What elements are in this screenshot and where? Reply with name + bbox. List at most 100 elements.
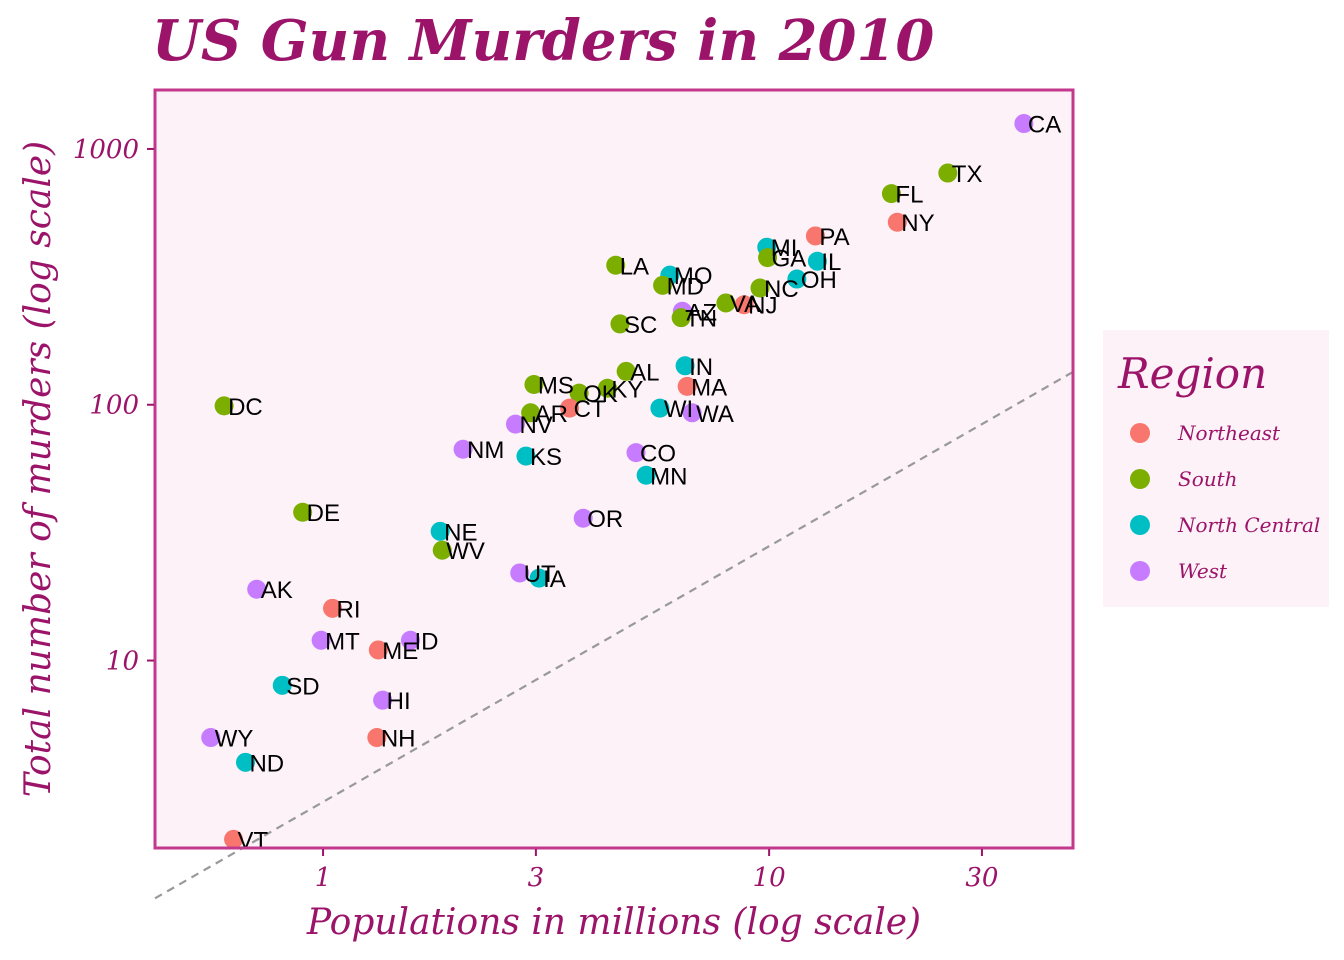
data-point	[650, 398, 670, 418]
x-tick-label: 1	[315, 863, 332, 893]
legend-key	[1130, 469, 1150, 489]
point-label: CO	[640, 441, 676, 468]
data-point	[400, 630, 420, 650]
data-point	[432, 540, 452, 560]
point-label: WI	[664, 396, 693, 423]
chart-title: US Gun Murders in 2010	[152, 8, 934, 74]
data-point	[636, 465, 656, 485]
point-label: RI	[337, 596, 361, 623]
data-point	[758, 248, 778, 268]
legend: Region Northeast South North Central West	[1103, 330, 1329, 607]
point-label: NM	[467, 437, 504, 464]
point-label: TN	[685, 306, 717, 333]
data-point	[235, 752, 255, 772]
point-label: IN	[689, 354, 713, 381]
data-point	[887, 212, 907, 232]
data-point	[881, 184, 901, 204]
data-point	[201, 728, 221, 748]
point-label: NV	[519, 412, 552, 439]
point-label: MN	[650, 463, 687, 490]
data-point	[597, 378, 617, 398]
data-point	[224, 829, 244, 849]
point-label: MS	[538, 372, 574, 399]
point-label: IL	[821, 249, 841, 276]
legend-key	[1130, 561, 1150, 581]
data-point	[521, 403, 541, 423]
data-point	[516, 446, 536, 466]
data-point	[807, 251, 827, 271]
x-axis-title: Populations in millions (log scale)	[306, 902, 921, 943]
y-tick-label: 1000	[73, 135, 139, 165]
point-label: MT	[325, 628, 360, 655]
data-point	[368, 640, 388, 660]
point-label: WY	[215, 726, 254, 753]
point-label: HI	[387, 688, 411, 715]
x-tick-label: 10	[753, 863, 786, 893]
point-label: NH	[381, 726, 416, 753]
point-label: MD	[667, 273, 704, 300]
data-point	[430, 521, 450, 541]
point-label: LA	[620, 253, 649, 280]
data-point	[311, 630, 331, 650]
plot-background	[155, 90, 1073, 848]
legend-title: Region	[1117, 349, 1267, 398]
point-label: ME	[382, 638, 418, 665]
point-label: GA	[772, 246, 807, 273]
point-label: MO	[674, 263, 713, 290]
y-axis: 10 100 1000	[73, 135, 154, 677]
data-point	[272, 675, 292, 695]
data-point	[626, 443, 646, 463]
point-label: NC	[764, 276, 799, 303]
data-point	[805, 226, 825, 246]
point-label: DC	[228, 394, 263, 421]
point-label: AR	[535, 401, 568, 428]
data-point	[938, 163, 958, 183]
data-point	[610, 314, 630, 334]
data-point	[1014, 114, 1034, 134]
legend-key	[1130, 515, 1150, 535]
point-label: FL	[895, 182, 923, 209]
x-tick-label: 3	[528, 863, 545, 893]
point-label: VA	[730, 291, 760, 318]
point-label: AL	[630, 359, 659, 386]
y-tick-label: 10	[106, 647, 139, 677]
y-axis-title: Total number of murders (log scale)	[18, 141, 59, 797]
data-point	[453, 439, 473, 459]
data-point	[529, 568, 549, 588]
point-label: ND	[249, 750, 284, 777]
point-label: NY	[901, 210, 934, 237]
data-point	[734, 295, 754, 315]
data-point	[323, 598, 343, 618]
data-point	[616, 361, 636, 381]
data-point	[653, 275, 673, 295]
data-point	[569, 383, 589, 403]
point-label: WA	[696, 401, 734, 428]
data-point	[510, 563, 530, 583]
legend-background	[1103, 330, 1329, 607]
data-point	[293, 502, 313, 522]
point-label: OK	[583, 381, 618, 408]
point-label: TX	[952, 161, 983, 188]
point-label: KS	[530, 444, 562, 471]
data-point	[682, 403, 702, 423]
plot-border	[153, 88, 1075, 850]
data-point	[606, 255, 626, 275]
legend-label: South	[1178, 467, 1238, 491]
point-label: AK	[261, 577, 293, 604]
point-label: SD	[286, 673, 319, 700]
data-point	[750, 278, 770, 298]
data-point	[787, 269, 807, 289]
data-point	[677, 376, 697, 396]
data-point	[671, 308, 691, 328]
data-point	[214, 396, 234, 416]
point-label: VT	[238, 827, 269, 854]
data-point	[367, 728, 387, 748]
x-axis: 1 3 10 30	[315, 849, 998, 893]
point-label: WV	[446, 538, 485, 565]
data-point	[716, 293, 736, 313]
x-tick-label: 30	[965, 863, 998, 893]
point-label: NJ	[748, 293, 777, 320]
data-point	[675, 356, 695, 376]
